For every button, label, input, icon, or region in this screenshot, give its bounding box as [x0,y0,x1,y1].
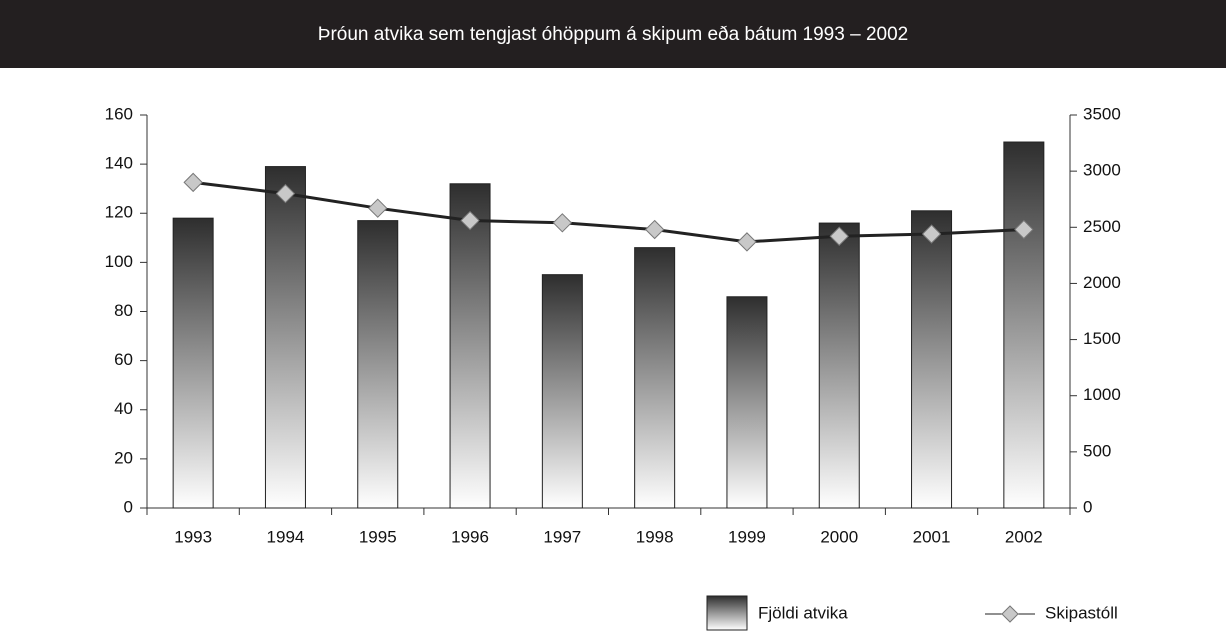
x-tick-label: 2000 [820,527,858,546]
y-tick-label: 60 [114,350,133,369]
legend-label: Fjöldi atvika [758,603,848,622]
y2-tick-label: 2000 [1083,273,1121,292]
y2-tick-label: 1500 [1083,329,1121,348]
line-marker [921,224,942,244]
bar [172,217,214,509]
legend-marker [1001,605,1019,623]
x-tick-label: 1995 [359,527,397,546]
line-marker [275,183,296,204]
x-tick-label: 1994 [267,527,305,546]
line [192,180,1024,244]
line-marker [644,219,665,240]
bar [634,247,676,509]
bar [726,296,768,509]
x-tick-label: 2002 [1005,527,1043,546]
line-marker [460,210,480,231]
y-tick-label: 80 [114,301,133,320]
y-tick-label: 20 [114,448,133,467]
y2-tick-label: 3500 [1083,104,1121,123]
bar [1003,141,1045,509]
bar [818,222,860,509]
bar [449,183,491,509]
x-tick-label: 1996 [451,527,489,546]
line-marker [183,172,203,193]
line-marker [737,232,757,252]
y-tick-label: 100 [105,252,133,271]
y2-tick-label: 3000 [1083,161,1121,180]
x-tick-label: 1993 [174,527,212,546]
y2-tick-label: 2500 [1083,217,1121,236]
line-marker [368,198,388,218]
title-bar [0,0,1226,68]
line-marker [829,226,849,246]
y-tick-label: 160 [105,104,133,123]
x-tick-label: 1997 [543,527,581,546]
x-tick-label: 1999 [728,527,766,546]
y-tick-label: 40 [114,399,133,418]
bar [264,166,306,509]
line-marker [552,213,573,233]
line-marker [1014,219,1034,240]
bar [541,274,583,509]
legend-swatch [706,595,748,631]
y-tick-label: 120 [105,203,133,222]
y2-tick-label: 500 [1083,441,1111,460]
bar [911,210,953,509]
y-tick-label: 140 [105,154,133,173]
y2-tick-label: 0 [1083,497,1092,516]
bar [357,220,399,509]
x-tick-label: 2001 [913,527,951,546]
y2-tick-label: 1000 [1083,385,1121,404]
x-tick-label: 1998 [636,527,674,546]
legend-label: Skipastóll [1045,603,1118,622]
y-tick-label: 0 [124,497,133,516]
chart-title: Þróun atvika sem tengjast óhöppum á skip… [318,24,908,45]
